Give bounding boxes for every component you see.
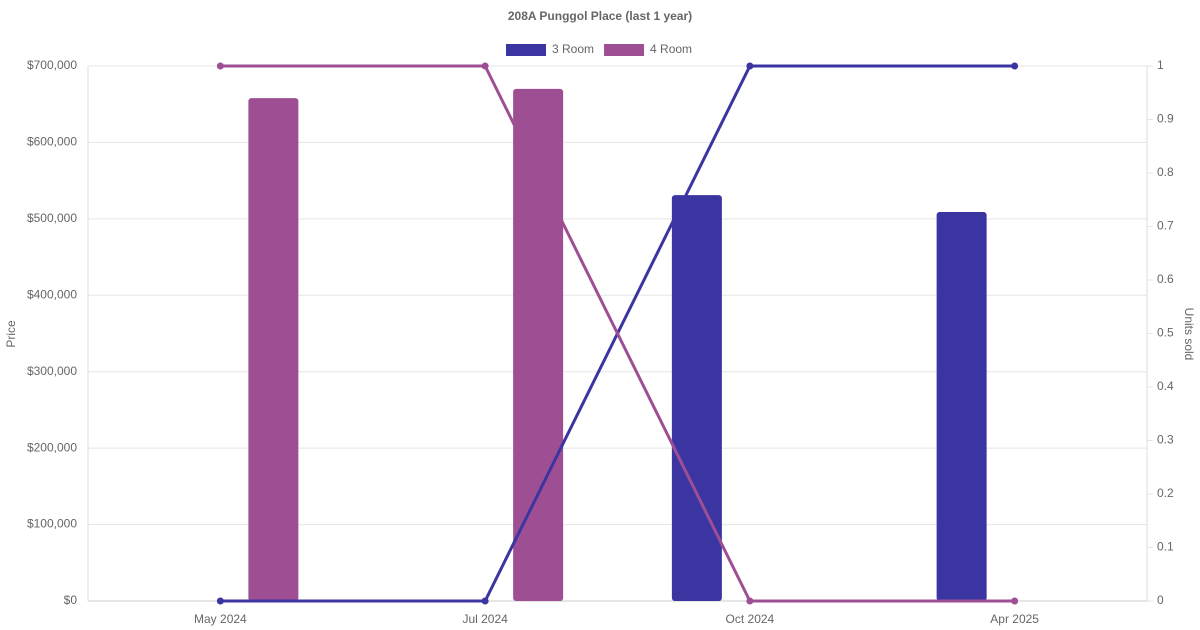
bar (936, 211, 987, 601)
chart-title: 208A Punggol Place (last 1 year) (508, 9, 692, 23)
point (1011, 597, 1019, 605)
y-tick-label: $200,000 (27, 440, 77, 454)
y2-axis-title: Units sold (1182, 308, 1196, 361)
y2-tick-label: 0.9 (1157, 112, 1174, 126)
y-tick-label: $100,000 (27, 517, 77, 531)
point (746, 597, 754, 605)
legend-swatch (506, 44, 546, 56)
y-tick-label: $600,000 (27, 135, 77, 149)
y2-tick-label: 0.2 (1157, 486, 1174, 500)
y2-tick-label: 0.4 (1157, 379, 1174, 393)
y-tick-label: $500,000 (27, 211, 77, 225)
y2-tick-label: 0.6 (1157, 272, 1174, 286)
y-tick-label: $700,000 (27, 58, 77, 72)
legend-swatch (604, 44, 645, 56)
y2-tick-label: 0.7 (1157, 219, 1174, 233)
bar (248, 98, 299, 601)
legend-label: 4 Room (650, 42, 692, 56)
y-tick-label: $0 (64, 593, 78, 607)
y2-tick-label: 0 (1157, 593, 1164, 607)
point (216, 597, 224, 605)
point (216, 62, 224, 70)
legend-label: 3 Room (552, 42, 594, 56)
y2-tick-label: 0.3 (1157, 433, 1174, 447)
y2-tick-label: 0.5 (1157, 326, 1174, 340)
bar (513, 88, 564, 601)
line (220, 64, 1015, 603)
y2-tick-label: 0.1 (1157, 540, 1174, 554)
y2-tick-label: 0.8 (1157, 165, 1174, 179)
x-tick-label: Jul 2024 (462, 612, 508, 626)
y-tick-label: $400,000 (27, 287, 77, 301)
bar (671, 195, 722, 601)
x-tick-label: May 2024 (194, 612, 247, 626)
x-tick-label: Apr 2025 (990, 612, 1039, 626)
y2-tick-label: 1 (1157, 58, 1164, 72)
point (481, 597, 489, 605)
y-tick-label: $300,000 (27, 364, 77, 378)
y-axis-title: Price (4, 320, 18, 348)
point (746, 62, 754, 70)
point (1011, 62, 1019, 70)
point (481, 62, 489, 70)
x-tick-label: Oct 2024 (726, 612, 775, 626)
